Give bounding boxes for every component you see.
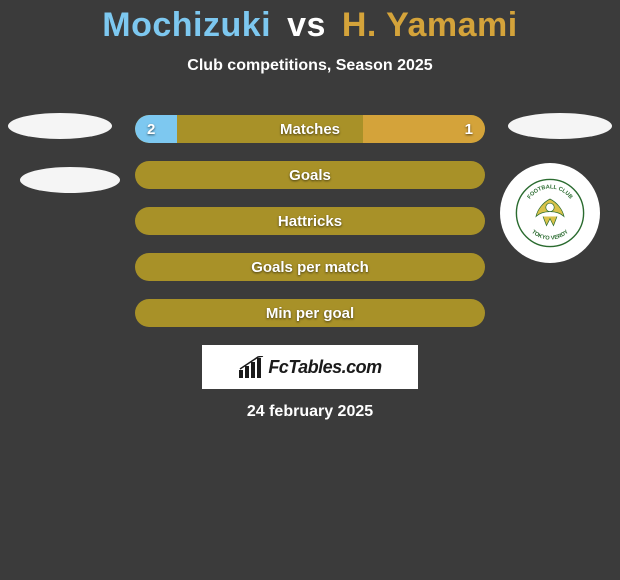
player2-name: H. Yamami	[342, 6, 518, 44]
club-crest: FOOTBALL CLUB TOKYO VERDY	[500, 163, 600, 263]
fctables-chart-icon	[238, 356, 264, 378]
player1-name: Mochizuki	[102, 6, 271, 44]
stat-label: Matches	[135, 115, 485, 143]
stat-label: Min per goal	[135, 299, 485, 327]
comparison-content: FOOTBALL CLUB TOKYO VERDY Matches2 1 Goals…	[0, 115, 620, 421]
stat-row: Matches2 1	[135, 115, 485, 143]
player1-badge-1	[8, 113, 112, 139]
stat-label: Goals per match	[135, 253, 485, 281]
player1-badge-2	[20, 167, 120, 193]
attribution-text: FcTables.com	[268, 357, 381, 378]
stat-row: Goals per match	[135, 253, 485, 281]
subtitle: Club competitions, Season 2025	[0, 57, 620, 75]
stat-row: Goals	[135, 161, 485, 189]
date-text: 24 february 2025	[0, 403, 620, 421]
page-title: Mochizuki vs H. Yamami	[0, 0, 620, 45]
attribution-logo: FcTables.com	[202, 345, 418, 389]
stat-row: Min per goal	[135, 299, 485, 327]
stat-label: Goals	[135, 161, 485, 189]
club-crest-inner: FOOTBALL CLUB TOKYO VERDY	[515, 178, 585, 248]
stat-value-right: 1	[465, 115, 473, 143]
crest-svg: FOOTBALL CLUB TOKYO VERDY	[515, 178, 585, 248]
stat-row: Hattricks	[135, 207, 485, 235]
stat-value-left: 2	[147, 115, 155, 143]
player2-badge-1	[508, 113, 612, 139]
vs-text: vs	[287, 6, 326, 44]
stat-bars: Matches2 1 Goals Hattricks Goals per match Mi…	[135, 115, 485, 327]
stat-label: Hattricks	[135, 207, 485, 235]
